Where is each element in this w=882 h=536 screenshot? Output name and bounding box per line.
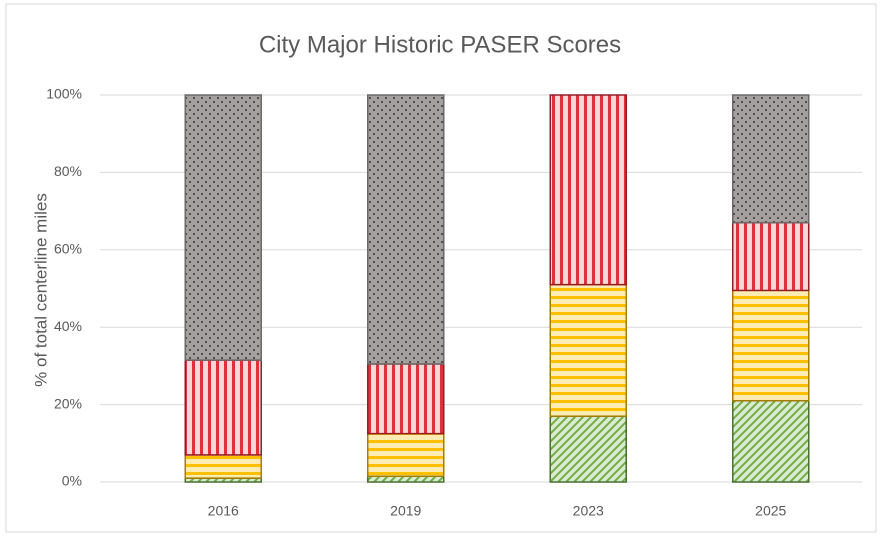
y-axis-title: % of total centerline miles <box>31 193 50 387</box>
bar-segment <box>367 432 445 477</box>
y-tick-label: 0% <box>62 473 82 489</box>
bar-segment <box>184 359 262 456</box>
bar-segment <box>549 415 627 483</box>
y-tick-label: 100% <box>46 86 82 102</box>
x-tick-label: 2019 <box>390 503 421 519</box>
y-tick-label: 60% <box>54 241 82 257</box>
bar-segment <box>732 221 810 292</box>
bar-segment <box>732 94 810 224</box>
y-tick-label: 40% <box>54 318 82 334</box>
y-tick-label: 20% <box>54 395 82 411</box>
y-tick-label: 80% <box>54 163 82 179</box>
x-tick-label: 2025 <box>755 503 786 519</box>
bar-segment <box>367 475 445 483</box>
bar-segment <box>367 363 445 435</box>
x-tick-label: 2023 <box>573 503 604 519</box>
bar-segment <box>549 283 627 417</box>
bar-segment <box>732 289 810 402</box>
bar-segment <box>549 94 627 286</box>
bar-segment <box>367 94 445 365</box>
bar-segment <box>184 454 262 479</box>
x-tick-label: 2016 <box>208 503 239 519</box>
chart-title: City Major Historic PASER Scores <box>259 31 621 58</box>
bar-segment <box>732 399 810 483</box>
bar-segment <box>184 94 262 361</box>
